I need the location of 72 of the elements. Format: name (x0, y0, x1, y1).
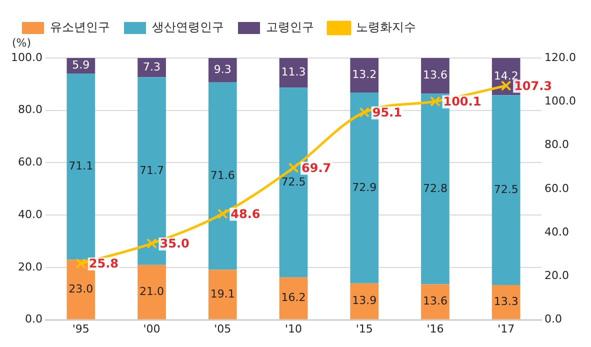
data-label: 21.0 (140, 284, 164, 298)
x-tick-label: '17 (498, 322, 515, 336)
data-label: 71.1 (68, 159, 94, 172)
x-tick-label: '00 (143, 322, 160, 336)
data-label: 71.6 (210, 168, 235, 182)
x-tick-label: '95 (72, 322, 90, 336)
x-tick-label: '10 (284, 322, 302, 336)
bar (208, 270, 237, 320)
data-label: 25.8 (88, 256, 119, 271)
data-label: 72.5 (494, 182, 518, 196)
legend-label: 유소년인구 (50, 20, 110, 34)
data-label: 7.3 (143, 60, 161, 74)
point (288, 162, 299, 173)
y-tick-label: 100.0 (10, 50, 42, 64)
x-tick-label: '15 (356, 322, 373, 336)
data-label: 13.3 (494, 295, 518, 308)
point (430, 96, 440, 107)
data-label: 72.9 (352, 180, 377, 194)
bar (492, 284, 520, 320)
point (76, 258, 86, 269)
y-tick-label: 60.0 (18, 156, 42, 169)
point (500, 80, 512, 91)
data-label: 71.7 (140, 164, 164, 177)
data-label: 69.7 (302, 160, 332, 175)
bar (138, 58, 166, 78)
legend-label: 노령화지수 (356, 20, 416, 34)
bar (66, 73, 96, 260)
y-tick-label: 80.0 (18, 103, 42, 116)
y-tick-label: 20.0 (18, 260, 42, 274)
data-label: 107.3 (514, 78, 552, 93)
bar (350, 283, 379, 320)
bar (421, 284, 450, 320)
data-label: 13.6 (422, 294, 448, 308)
bar (492, 95, 520, 285)
data-label: 35.0 (160, 236, 190, 251)
bar (279, 58, 308, 88)
y2-tick-label: 120.0 (544, 50, 576, 64)
y2-tick-label: 60.0 (544, 182, 570, 195)
data-label: 16.2 (281, 291, 306, 304)
data-label: 11.3 (281, 66, 306, 79)
point (146, 238, 158, 249)
data-label: 72.8 (422, 182, 448, 195)
bar (421, 58, 450, 94)
bar (208, 58, 237, 82)
bar (350, 58, 379, 93)
data-label: 72.5 (281, 175, 306, 188)
y2-tick-label: 100.0 (544, 94, 576, 108)
data-label: 13.6 (422, 68, 448, 82)
y-axis-title: (%) (12, 36, 32, 50)
data-label: 9.3 (214, 63, 232, 76)
point (359, 107, 370, 118)
bar (279, 277, 308, 320)
data-label: 19.1 (210, 287, 235, 300)
y2-tick-label: 80.0 (544, 138, 570, 152)
data-label: 5.9 (72, 58, 90, 72)
data-label: 95.1 (372, 105, 402, 120)
y2-tick-label: 0.0 (544, 312, 562, 326)
data-label: 23.0 (68, 282, 94, 296)
point (217, 208, 228, 220)
data-label: 48.6 (230, 206, 260, 221)
x-tick-label: '05 (214, 322, 232, 336)
y2-tick-label: 40.0 (544, 225, 570, 238)
y-tick-label: 0.0 (24, 312, 42, 326)
y-tick-label: 40.0 (18, 208, 42, 221)
data-label: 13.9 (352, 294, 377, 308)
y2-tick-label: 20.0 (544, 269, 570, 282)
legend-label: 고령인구 (266, 20, 314, 34)
data-label: 100.1 (443, 94, 482, 109)
bar (138, 264, 166, 320)
data-label: 13.2 (352, 68, 377, 82)
legend-label: 생산연령인구 (152, 20, 224, 34)
x-tick-label: '16 (426, 322, 444, 336)
